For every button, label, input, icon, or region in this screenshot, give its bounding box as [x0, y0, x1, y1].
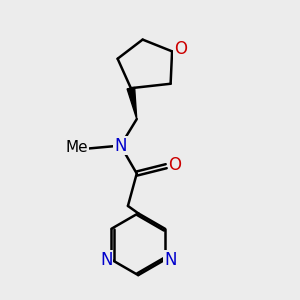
Polygon shape	[127, 88, 137, 119]
Text: N: N	[114, 136, 127, 154]
Text: O: O	[174, 40, 187, 58]
Text: N: N	[100, 251, 112, 269]
Text: Me: Me	[66, 140, 88, 155]
Text: N: N	[164, 251, 176, 269]
Text: O: O	[169, 156, 182, 174]
